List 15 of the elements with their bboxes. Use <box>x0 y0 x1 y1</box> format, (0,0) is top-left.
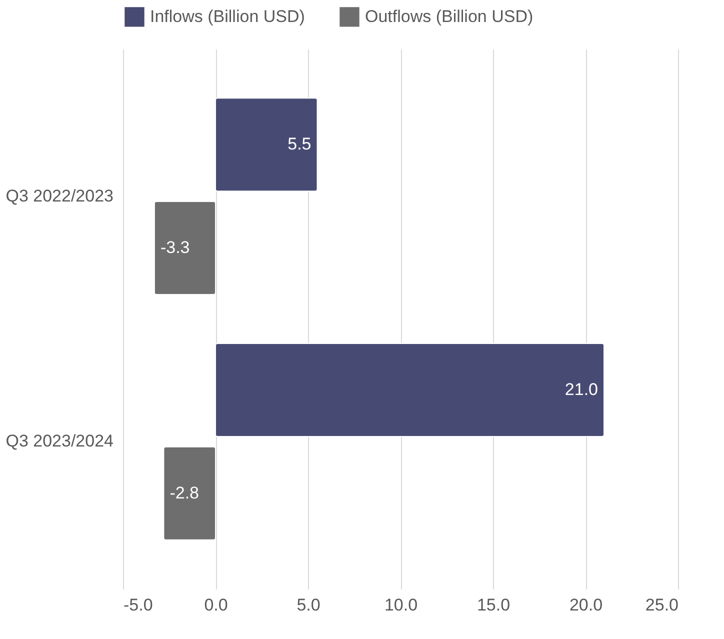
x-tick-label: 25.0 <box>645 596 678 614</box>
legend-label: Inflows (Billion USD) <box>150 6 305 26</box>
data-label: 5.5 <box>288 134 312 154</box>
legend-label: Outflows (Billion USD) <box>365 6 534 26</box>
x-tick-label: 15.0 <box>476 596 510 614</box>
y-tick-label: Q3 2022/2023 <box>6 186 114 206</box>
y-tick-label: Q3 2023/2024 <box>6 432 114 451</box>
data-label: -2.8 <box>170 483 199 502</box>
x-tick-label: 10.0 <box>384 596 418 614</box>
x-tick-label: -5.0 <box>124 596 153 614</box>
data-label: -3.3 <box>160 238 190 257</box>
x-tick-label: 5.0 <box>296 596 320 614</box>
x-tick-label: 0.0 <box>204 596 228 614</box>
x-tick-label: 20.0 <box>569 596 603 614</box>
data-label: 21.0 <box>564 380 598 400</box>
